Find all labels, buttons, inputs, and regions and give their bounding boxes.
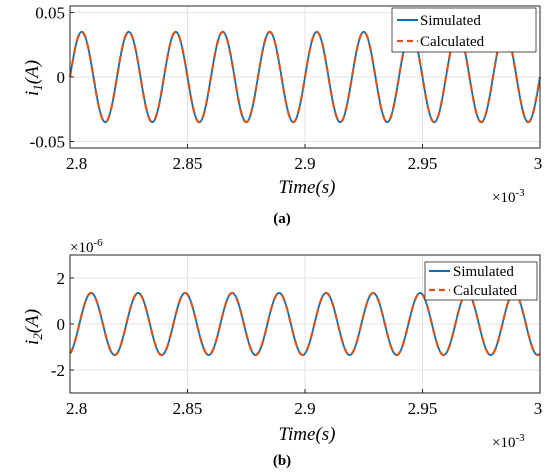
y-exponent-b-power: -6 <box>93 237 103 249</box>
x-exponent-a: ×10-3 <box>492 187 525 206</box>
caption-b: (b) <box>273 453 291 469</box>
legend-b: Simulated Calculated <box>424 261 538 301</box>
y-axis-label-b: i2(A) <box>22 309 45 345</box>
y-axis-label-b-main: i <box>22 340 43 345</box>
y-axis-label-a-main: i <box>22 91 43 96</box>
legend-label-simulated-a: Simulated <box>420 13 481 29</box>
x-exponent-b-power: -3 <box>515 432 525 444</box>
caption-a: (a) <box>273 211 291 227</box>
y-axis-label-b-sub: 2 <box>30 333 45 340</box>
tick-label-x-a-3: 2.95 <box>408 154 438 173</box>
x-axis-label-b: Time(s) <box>279 424 336 445</box>
x-exponent-b-base: ×10 <box>492 435 515 451</box>
series-line-calculated-b <box>69 291 541 357</box>
x-axis-label-a: Time(s) <box>279 177 336 198</box>
legend-label-calculated-a: Calculated <box>420 34 485 50</box>
tick-label-x-b-2: 2.9 <box>294 399 315 418</box>
tick-label-y-a-2: -0.05 <box>30 133 65 152</box>
y-axis-label-a-unit: (A) <box>22 60 43 84</box>
tick-label-y-b-0: 2 <box>57 269 66 288</box>
tick-label-x-b-0: 2.8 <box>66 399 87 418</box>
tick-label-x-b-4: 3 <box>534 399 543 418</box>
tick-labels-b: 2.8 2.85 2.9 2.95 3 2 0 -2 <box>51 269 542 418</box>
legend-label-simulated-b: Simulated <box>453 264 514 280</box>
tick-label-x-a-0: 2.8 <box>66 154 87 173</box>
tick-label-y-a-0: 0.05 <box>35 3 65 22</box>
legend-label-calculated-b: Calculated <box>453 283 518 299</box>
y-axis-label-b-unit: (A) <box>22 309 43 333</box>
tick-label-y-a-1: 0 <box>57 68 66 87</box>
tick-label-x-b-3: 2.95 <box>408 399 438 418</box>
y-axis-label-a: i1(A) <box>22 60 45 96</box>
x-exponent-a-power: -3 <box>515 187 525 199</box>
tick-label-x-a-1: 2.85 <box>173 154 203 173</box>
legend-box-b <box>424 261 538 301</box>
tick-label-x-a-4: 3 <box>534 154 543 173</box>
curves-b <box>69 291 541 357</box>
y-exponent-b: ×10-6 <box>70 237 103 256</box>
x-exponent-a-base: ×10 <box>492 190 515 206</box>
tick-label-y-b-1: 0 <box>57 315 66 334</box>
y-exponent-b-base: ×10 <box>70 240 93 256</box>
legend-a: Simulated Calculated <box>391 7 537 53</box>
tick-label-x-a-2: 2.9 <box>294 154 315 173</box>
legend-box-a <box>391 7 537 53</box>
y-axis-label-a-sub: 1 <box>30 84 45 91</box>
chart-panel-a: 2.8 2.85 2.9 2.95 30.050-0.05 i1(A) Time(s) … <box>22 3 542 227</box>
chart-panel-b: 2.8 2.85 2.9 2.95 320-2 ×10-6 i2(A) Time(s) … <box>22 237 542 469</box>
x-exponent-b: ×10-3 <box>492 432 525 451</box>
tick-label-y-b-2: -2 <box>51 361 65 380</box>
tick-labels-a: 2.8 2.85 2.9 2.95 3 0.05 0 -0.05 <box>30 3 543 173</box>
tick-label-x-b-1: 2.85 <box>173 399 203 418</box>
